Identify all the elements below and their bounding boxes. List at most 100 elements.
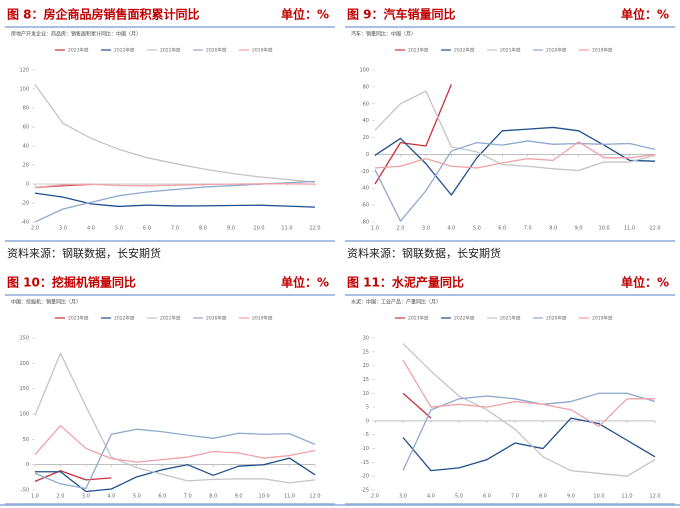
x-tick-label: 6.0: [158, 494, 166, 500]
x-tick-label: 11.0: [284, 494, 295, 500]
figure-title: 图 11：水泥产量同比: [347, 275, 464, 290]
legend-label: 2023年度: [408, 315, 429, 322]
y-tick-label: -50: [21, 488, 29, 494]
legend-label: 2020年度: [206, 315, 227, 322]
legend-label: 2023年度: [68, 315, 89, 322]
x-tick-label: 7.0: [524, 226, 532, 232]
series-line: [402, 359, 655, 428]
y-tick-label: 100: [359, 68, 369, 74]
y-tick-label: 150: [19, 386, 29, 392]
y-tick-label: 20: [363, 135, 369, 141]
x-tick-label: 6.0: [483, 494, 491, 500]
legend-label: 2019年度: [252, 47, 273, 54]
x-tick-label: 1.0: [371, 226, 379, 232]
chart-subtitle: 中国：挖掘机：销量同比（月）: [11, 299, 81, 306]
y-tick-label: 120: [19, 68, 29, 74]
y-tick-label: 60: [23, 125, 29, 131]
x-tick-label: 9.0: [567, 494, 575, 500]
series-line: [34, 180, 316, 223]
y-tick-label: -20: [361, 169, 369, 175]
y-tick-label: 50: [23, 437, 29, 443]
legend-label: 2021年度: [500, 47, 521, 54]
x-tick-label: 11.0: [281, 226, 292, 232]
y-tick-label: -10: [361, 446, 369, 452]
legend-label: 2019年度: [592, 47, 613, 54]
x-tick-label: 4.0: [87, 226, 95, 232]
legend-label: 2019年度: [252, 315, 273, 322]
y-tick-label: 5: [366, 405, 369, 411]
x-tick-label: 8.0: [539, 494, 547, 500]
y-tick-label: 25: [363, 349, 369, 355]
y-tick-label: -60: [361, 203, 369, 209]
series-line: [402, 417, 656, 472]
series-line: [374, 141, 656, 169]
legend-label: 2020年度: [546, 315, 567, 322]
x-tick-label: 8.0: [209, 494, 217, 500]
y-tick-label: -40: [21, 220, 29, 226]
series-line: [34, 192, 316, 208]
x-tick-label: 10.0: [259, 494, 270, 500]
x-tick-label: 3.0: [82, 494, 90, 500]
unit-label: 单位：%: [621, 275, 669, 290]
legend-label: 2020年度: [206, 47, 227, 54]
y-tick-label: 20: [363, 363, 369, 369]
x-tick-label: 2.0: [371, 494, 379, 500]
y-tick-label: 80: [23, 106, 29, 112]
series-line: [34, 352, 316, 484]
x-tick-label: 12.0: [649, 494, 660, 500]
legend-label: 2021年度: [160, 47, 181, 54]
series-line: [34, 83, 316, 183]
x-tick-label: 9.0: [235, 494, 243, 500]
legend-label: 2021年度: [500, 315, 521, 322]
x-tick-label: 2.0: [31, 226, 39, 232]
x-tick-label: 7.0: [184, 494, 192, 500]
x-tick-label: 2.0: [396, 226, 404, 232]
series-line: [34, 425, 316, 463]
chart-subtitle: 汽车：销量同比：中国（月）: [351, 31, 416, 38]
chart-subtitle: 房地产开发企业：商品房：销售面积累计同比：中国（月）: [11, 31, 141, 38]
legend-label: 2022年度: [114, 47, 135, 54]
y-tick-label: 60: [363, 101, 369, 107]
x-tick-label: 8.0: [549, 226, 557, 232]
y-tick-label: 100: [19, 87, 29, 93]
x-tick-label: 5.0: [455, 494, 463, 500]
legend-label: 2022年度: [114, 315, 135, 322]
series-line: [402, 392, 432, 419]
y-tick-label: -5: [364, 432, 369, 438]
x-tick-label: 12.0: [649, 226, 660, 232]
y-tick-label: 0: [366, 418, 369, 424]
x-tick-label: 4.0: [427, 494, 435, 500]
y-tick-label: -25: [361, 488, 369, 494]
unit-label: 单位：%: [621, 7, 669, 22]
source-note: 资料来源：钢联数据，长安期货: [347, 246, 501, 260]
x-tick-label: 10.0: [253, 226, 264, 232]
x-tick-label: 9.0: [227, 226, 235, 232]
y-tick-label: 200: [19, 361, 29, 367]
y-tick-label: 20: [23, 163, 29, 169]
x-tick-label: 7.0: [511, 494, 519, 500]
x-tick-label: 3.0: [399, 494, 407, 500]
x-tick-label: 9.0: [575, 226, 583, 232]
figure-title: 图 10：挖掘机销量同比: [7, 275, 136, 290]
y-tick-label: 30: [363, 336, 369, 342]
y-tick-label: 0: [26, 462, 29, 468]
series-line: [374, 140, 656, 222]
x-tick-label: 5.0: [473, 226, 481, 232]
x-tick-label: 7.0: [171, 226, 179, 232]
legend-label: 2022年度: [454, 47, 475, 54]
y-tick-label: -20: [21, 201, 29, 207]
figure-title: 图 8：房企商品房销售面积累计同比: [7, 7, 200, 22]
legend-label: 2023年度: [68, 47, 89, 54]
unit-label: 单位：%: [281, 275, 329, 290]
y-tick-label: 15: [363, 377, 369, 383]
y-tick-label: 40: [23, 144, 29, 150]
y-tick-label: -40: [361, 186, 369, 192]
y-tick-label: 40: [363, 118, 369, 124]
y-tick-label: 10: [363, 391, 369, 397]
x-tick-label: 6.0: [498, 226, 506, 232]
y-tick-label: -15: [361, 460, 369, 466]
series-line: [34, 428, 316, 490]
y-tick-label: -20: [361, 474, 369, 480]
y-tick-label: 0: [26, 182, 29, 188]
figure-title: 图 9：汽车销量同比: [347, 7, 456, 22]
